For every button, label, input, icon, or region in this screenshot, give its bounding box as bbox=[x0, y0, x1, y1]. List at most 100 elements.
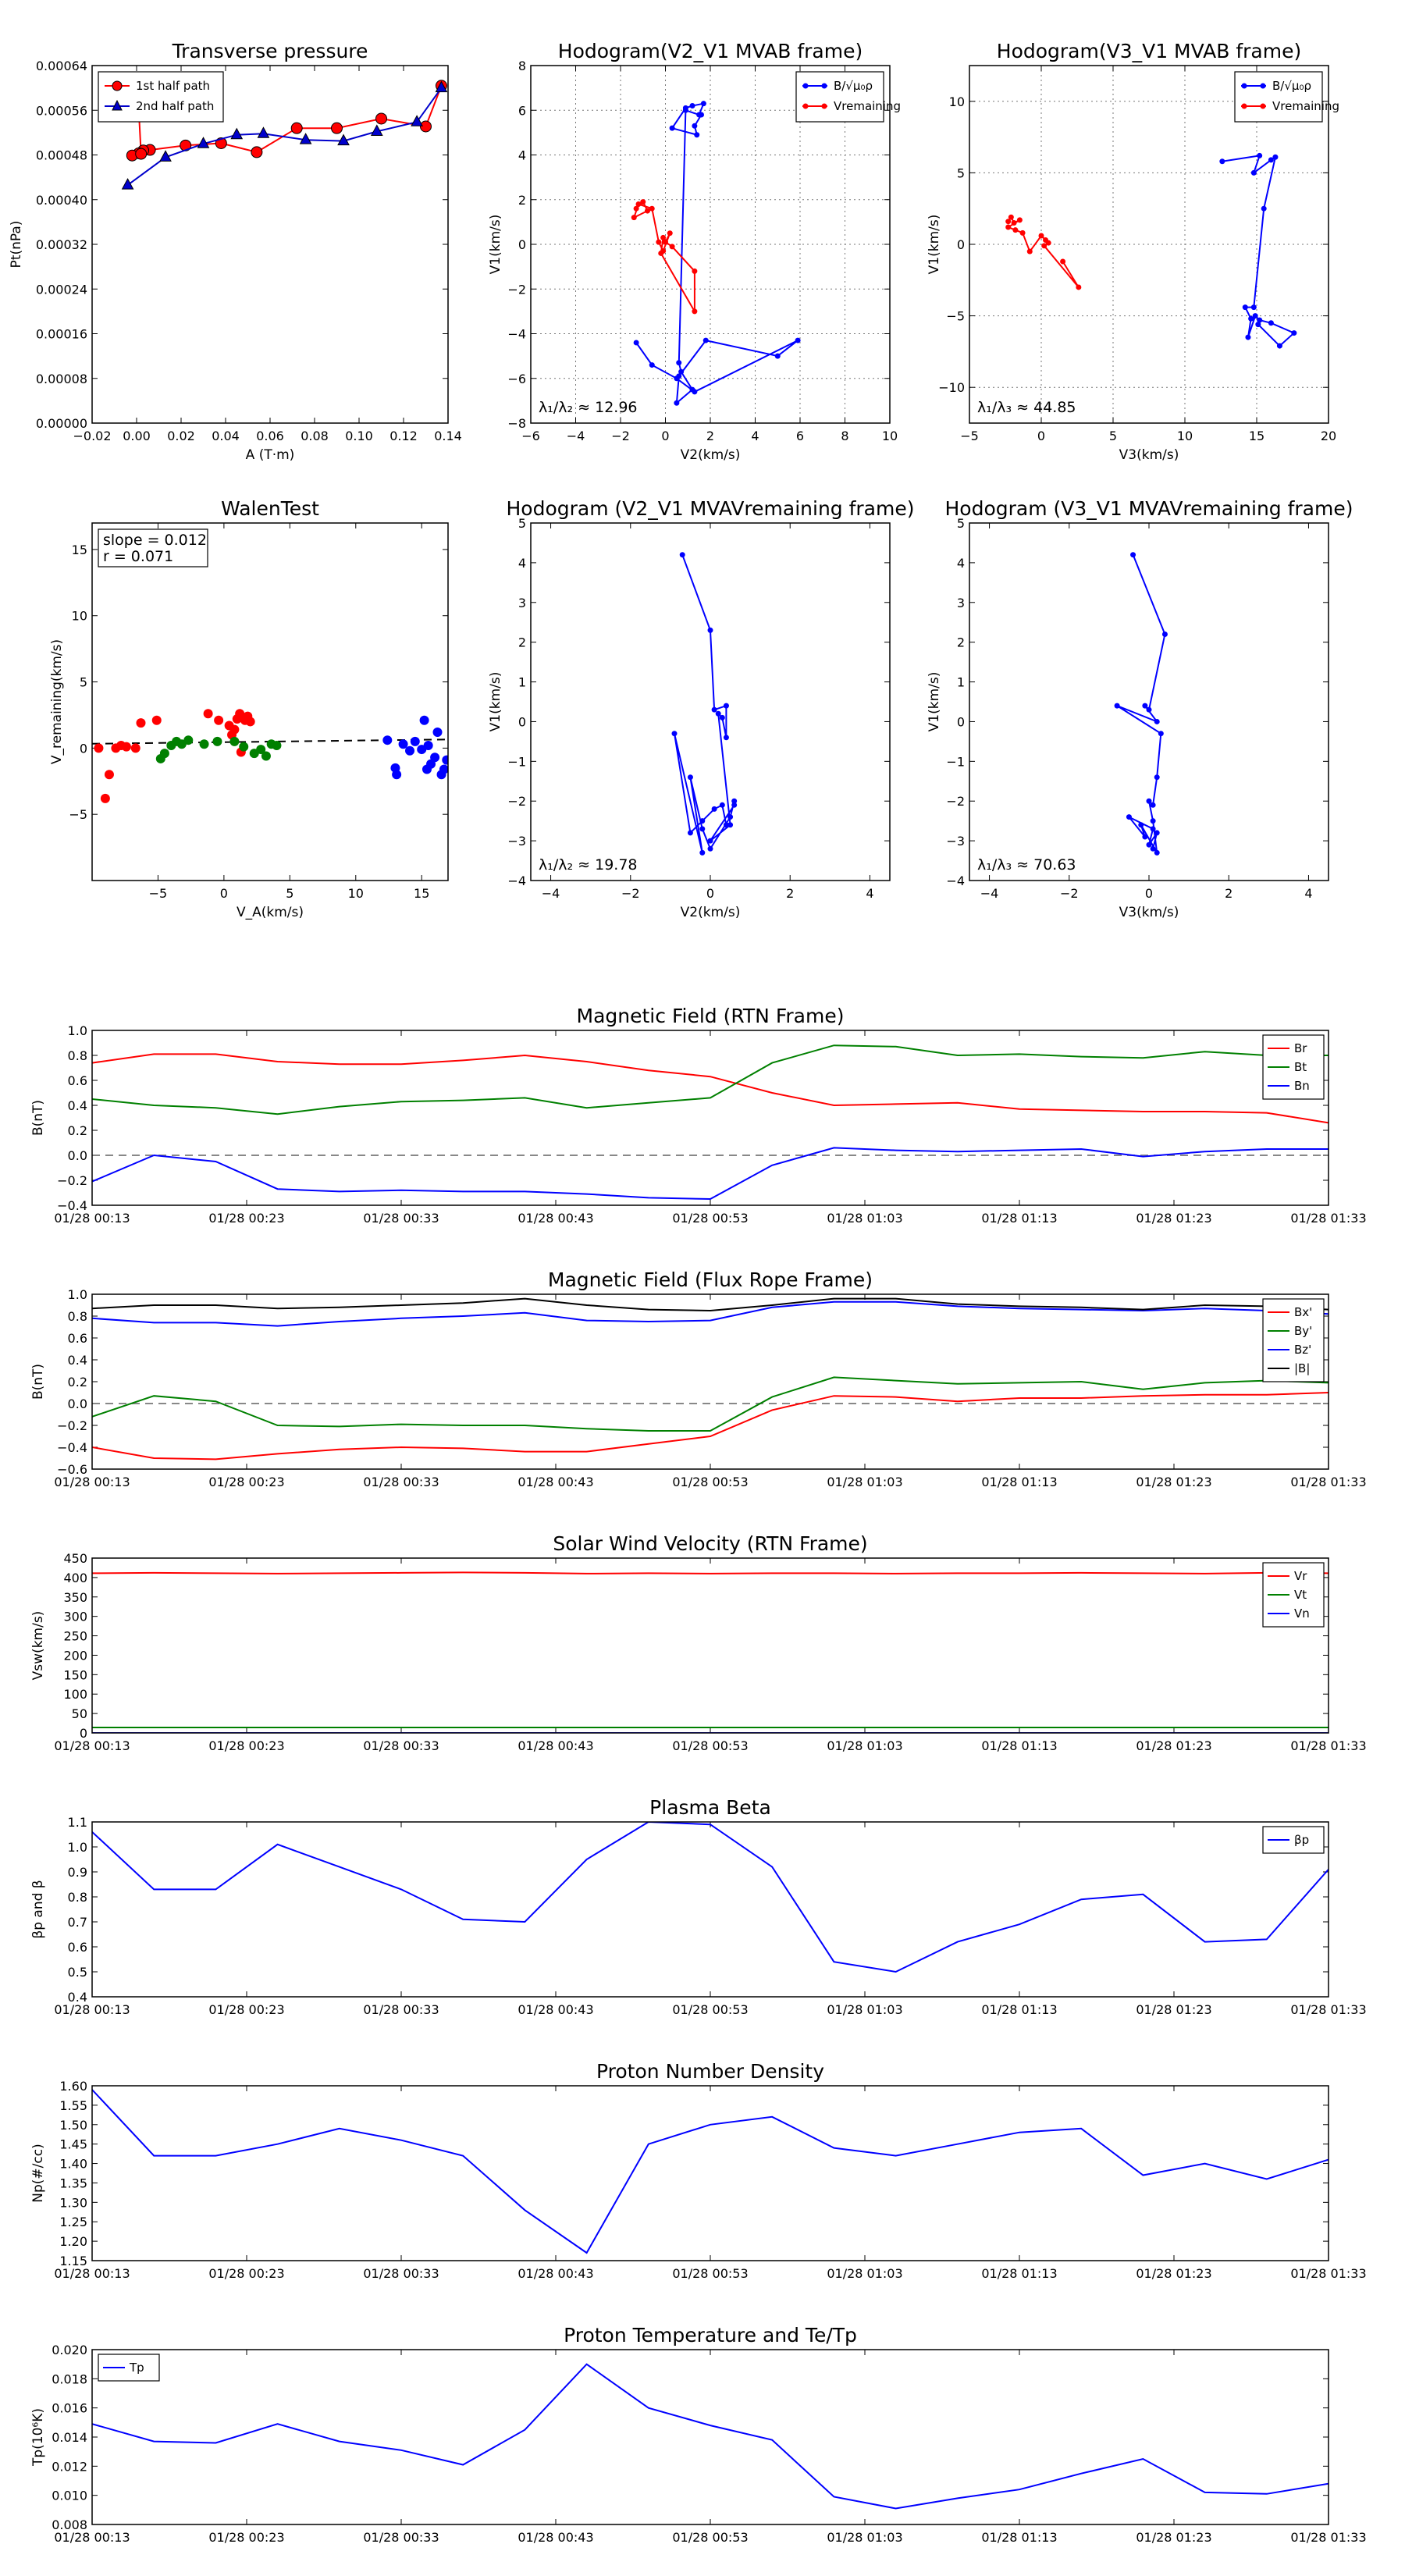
y-tick-label: 10 bbox=[949, 94, 965, 109]
plot-area bbox=[92, 1571, 1329, 1733]
y-tick-label: 4 bbox=[957, 556, 965, 571]
data-point bbox=[1257, 317, 1263, 323]
x-tick-label: 01/28 00:43 bbox=[518, 2266, 593, 2281]
y-tick-label: 350 bbox=[63, 1590, 87, 1605]
y-tick-label: −2 bbox=[507, 794, 526, 809]
x-tick-label: 10 bbox=[348, 886, 364, 901]
data-point bbox=[100, 793, 110, 803]
y-axis-label: V1(km/s) bbox=[927, 672, 942, 732]
series-line-0 bbox=[1222, 155, 1296, 347]
data-point bbox=[1060, 258, 1066, 265]
x-tick-label: 20 bbox=[1321, 429, 1336, 443]
data-point bbox=[1019, 229, 1026, 236]
y-tick-label: 0.4 bbox=[68, 1353, 87, 1368]
legend: 1st half path 2nd half path bbox=[98, 71, 224, 123]
y-tick-label: −3 bbox=[946, 834, 965, 849]
data-point bbox=[696, 112, 702, 118]
plot-area bbox=[92, 1044, 1329, 1201]
x-tick-label: 01/28 01:03 bbox=[827, 1211, 902, 1226]
series-line-0 bbox=[92, 2089, 1329, 2254]
y-tick-label: 0.6 bbox=[68, 1073, 87, 1088]
y-axis-label: βp and β bbox=[30, 1880, 46, 1938]
stats-text: r = 0.071 bbox=[103, 548, 173, 565]
x-tick-label: 01/28 01:33 bbox=[1290, 2266, 1366, 2281]
y-tick-label: 0.012 bbox=[52, 2459, 87, 2474]
data-point bbox=[707, 627, 713, 633]
legend-marker bbox=[802, 83, 809, 89]
plot-area bbox=[92, 1297, 1329, 1461]
data-point bbox=[1076, 284, 1082, 290]
chart-title: Proton Temperature and Te/Tp bbox=[564, 2324, 857, 2347]
x-axis-label: V3(km/s) bbox=[1119, 447, 1179, 463]
y-tick-label: 1 bbox=[957, 675, 965, 690]
x-tick-label: 0 bbox=[1145, 886, 1153, 901]
series-line-0 bbox=[1116, 554, 1166, 853]
series-line-1 bbox=[127, 87, 443, 186]
legend-label: Bx' bbox=[1294, 1305, 1312, 1319]
x-tick-label: 0 bbox=[706, 886, 714, 901]
data-point bbox=[676, 360, 682, 366]
plot-area bbox=[92, 2363, 1329, 2510]
data-point bbox=[1250, 169, 1257, 176]
data-point bbox=[1154, 774, 1160, 781]
data-point bbox=[1142, 834, 1148, 840]
y-tick-label: −0.4 bbox=[57, 1440, 87, 1455]
data-point bbox=[1138, 822, 1144, 828]
y-tick-label: −4 bbox=[507, 327, 526, 342]
legend-marker bbox=[821, 103, 827, 109]
chart-title: Hodogram (V3_V1 MVAVremaining frame) bbox=[945, 497, 1353, 520]
data-point bbox=[723, 822, 729, 828]
x-tick-label: 01/28 01:13 bbox=[981, 1475, 1057, 1489]
data-point bbox=[633, 340, 639, 346]
data-point bbox=[1154, 718, 1160, 724]
data-point bbox=[1008, 214, 1014, 220]
series-line-0 bbox=[92, 2363, 1329, 2510]
data-point bbox=[1250, 304, 1257, 311]
legend-label: Vremaining bbox=[1272, 99, 1339, 113]
data-point bbox=[682, 107, 688, 113]
x-tick-label: 01/28 01:23 bbox=[1136, 1211, 1211, 1226]
legend: Tp bbox=[98, 2354, 160, 2382]
y-tick-label: 0.00032 bbox=[36, 237, 87, 252]
y-tick-label: 0.8 bbox=[68, 1890, 87, 1905]
legend-label: Vremaining bbox=[834, 99, 901, 113]
y-axis-label: V_remaining(km/s) bbox=[49, 639, 65, 764]
legend-label: Bt bbox=[1294, 1060, 1307, 1074]
data-point bbox=[660, 234, 667, 240]
data-point bbox=[183, 735, 194, 745]
y-tick-label: 1.0 bbox=[68, 1840, 87, 1855]
panel-2: −5 0 5 10 15 20 −10 −5 0 5 10 Hodogram(V3_V1 MVAB f… bbox=[927, 40, 1339, 463]
x-tick-label: 8 bbox=[841, 429, 848, 443]
data-point bbox=[707, 838, 713, 844]
ratio-annotation: λ₁/λ₂ ≈ 12.96 bbox=[539, 399, 638, 416]
chart-title: WalenTest bbox=[221, 497, 319, 520]
x-tick-label: 01/28 00:53 bbox=[672, 1738, 748, 1753]
x-tick-label: 01/28 00:43 bbox=[518, 2530, 593, 2545]
legend-marker bbox=[1260, 103, 1266, 109]
y-tick-label: 0.5 bbox=[68, 1965, 87, 1980]
legend-marker bbox=[1241, 83, 1247, 89]
y-tick-label: 1.0 bbox=[68, 1023, 87, 1038]
chart-title: Magnetic Field (Flux Rope Frame) bbox=[548, 1268, 873, 1291]
legend-marker bbox=[802, 103, 809, 109]
data-point bbox=[633, 205, 639, 212]
data-point bbox=[1142, 703, 1148, 709]
data-point bbox=[723, 703, 729, 709]
y-tick-label: −10 bbox=[938, 380, 965, 395]
chart-title: Proton Number Density bbox=[596, 2060, 824, 2083]
y-tick-label: 6 bbox=[518, 103, 526, 118]
x-axis-label: V_A(km/s) bbox=[237, 905, 304, 920]
x-tick-label: 01/28 01:33 bbox=[1290, 2530, 1366, 2545]
data-point bbox=[774, 353, 781, 359]
data-point bbox=[1261, 205, 1267, 212]
data-point bbox=[1252, 313, 1258, 319]
ratio-annotation: λ₁/λ₃ ≈ 70.63 bbox=[977, 856, 1076, 873]
data-point bbox=[104, 770, 114, 780]
x-tick-label: 01/28 01:23 bbox=[1136, 2530, 1211, 2545]
x-tick-label: 01/28 00:13 bbox=[54, 1738, 130, 1753]
data-point bbox=[731, 802, 738, 808]
stats-text: slope = 0.012 bbox=[103, 532, 207, 549]
y-tick-label: 1.40 bbox=[59, 2157, 87, 2172]
x-tick-label: 0.02 bbox=[167, 429, 195, 443]
